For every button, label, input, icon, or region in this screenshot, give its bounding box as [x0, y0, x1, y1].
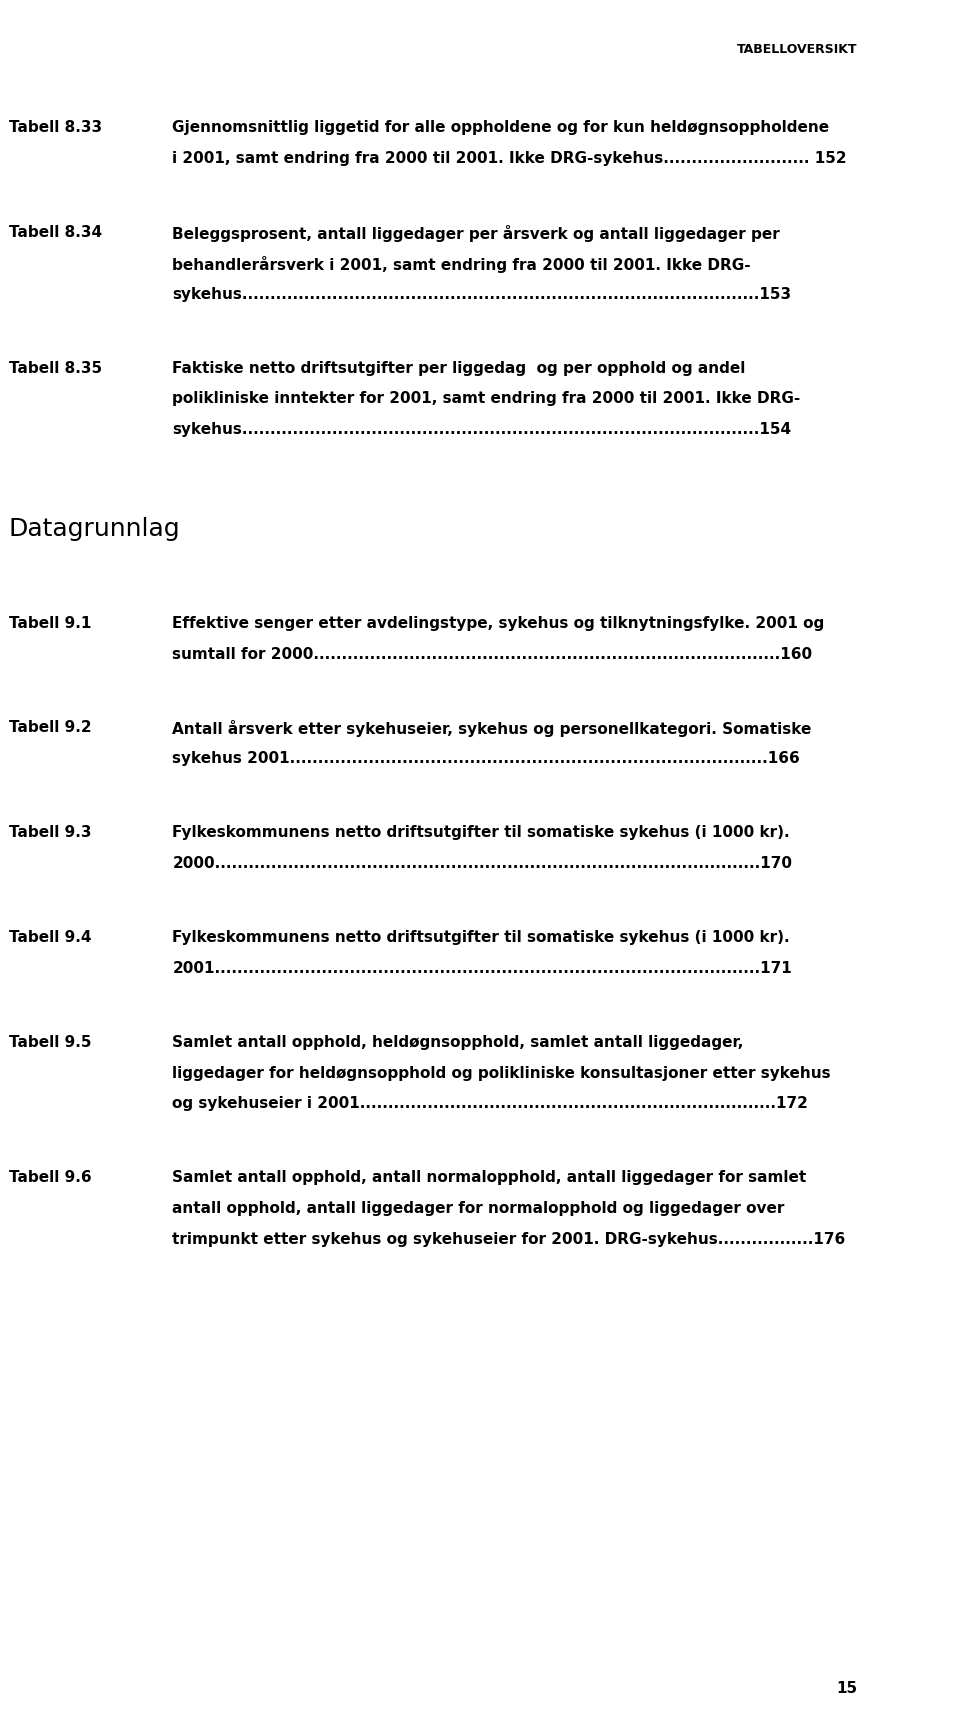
Text: Tabell 8.34: Tabell 8.34	[9, 225, 102, 240]
Text: Tabell 9.1: Tabell 9.1	[9, 616, 91, 630]
Text: sumtall for 2000................................................................: sumtall for 2000........................…	[173, 647, 812, 661]
Text: trimpunkt etter sykehus og sykehuseier for 2001. DRG-sykehus.................176: trimpunkt etter sykehus og sykehuseier f…	[173, 1233, 846, 1247]
Text: 2001............................................................................: 2001....................................…	[173, 962, 792, 975]
Text: 2000............................................................................: 2000....................................…	[173, 857, 792, 871]
Text: Tabell 8.35: Tabell 8.35	[9, 361, 102, 376]
Text: behandlerårsverk i 2001, samt endring fra 2000 til 2001. Ikke DRG-: behandlerårsverk i 2001, samt endring fr…	[173, 256, 751, 273]
Text: Tabell 9.4: Tabell 9.4	[9, 931, 91, 944]
Text: Datagrunnlag: Datagrunnlag	[9, 517, 180, 541]
Text: TABELLOVERSIKT: TABELLOVERSIKT	[737, 43, 858, 57]
Text: Fylkeskommunens netto driftsutgifter til somatiske sykehus (i 1000 kr).: Fylkeskommunens netto driftsutgifter til…	[173, 826, 790, 840]
Text: sykehus.........................................................................: sykehus.................................…	[173, 287, 792, 302]
Text: i 2001, samt endring fra 2000 til 2001. Ikke DRG-sykehus........................: i 2001, samt endring fra 2000 til 2001. …	[173, 151, 847, 167]
Text: Tabell 9.6: Tabell 9.6	[9, 1171, 91, 1185]
Text: sykehus 2001....................................................................: sykehus 2001............................…	[173, 752, 801, 766]
Text: Tabell 9.3: Tabell 9.3	[9, 826, 91, 840]
Text: 15: 15	[837, 1681, 858, 1696]
Text: Samlet antall opphold, heldøgnsopphold, samlet antall liggedager,: Samlet antall opphold, heldøgnsopphold, …	[173, 1035, 744, 1049]
Text: Samlet antall opphold, antall normalopphold, antall liggedager for samlet: Samlet antall opphold, antall normalopph…	[173, 1171, 806, 1185]
Text: og sykehuseier i 2001...........................................................: og sykehuseier i 2001...................…	[173, 1097, 808, 1111]
Text: antall opphold, antall liggedager for normalopphold og liggedager over: antall opphold, antall liggedager for no…	[173, 1202, 785, 1216]
Text: Fylkeskommunens netto driftsutgifter til somatiske sykehus (i 1000 kr).: Fylkeskommunens netto driftsutgifter til…	[173, 931, 790, 944]
Text: sykehus.........................................................................: sykehus.................................…	[173, 422, 792, 438]
Text: Effektive senger etter avdelingstype, sykehus og tilknytningsfylke. 2001 og: Effektive senger etter avdelingstype, sy…	[173, 616, 825, 630]
Text: Antall årsverk etter sykehuseier, sykehus og personellkategori. Somatiske: Antall årsverk etter sykehuseier, sykehu…	[173, 721, 812, 738]
Text: polikliniske inntekter for 2001, samt endring fra 2000 til 2001. Ikke DRG-: polikliniske inntekter for 2001, samt en…	[173, 391, 801, 407]
Text: Beleggsprosent, antall liggedager per årsverk og antall liggedager per: Beleggsprosent, antall liggedager per år…	[173, 225, 780, 242]
Text: Tabell 9.2: Tabell 9.2	[9, 721, 91, 735]
Text: Tabell 9.5: Tabell 9.5	[9, 1035, 91, 1049]
Text: liggedager for heldøgnsopphold og polikliniske konsultasjoner etter sykehus: liggedager for heldøgnsopphold og polikl…	[173, 1066, 831, 1080]
Text: Faktiske netto driftsutgifter per liggedag  og per opphold og andel: Faktiske netto driftsutgifter per ligged…	[173, 361, 746, 376]
Text: Tabell 8.33: Tabell 8.33	[9, 120, 102, 136]
Text: Gjennomsnittlig liggetid for alle oppholdene og for kun heldøgnsoppholdene: Gjennomsnittlig liggetid for alle opphol…	[173, 120, 829, 136]
